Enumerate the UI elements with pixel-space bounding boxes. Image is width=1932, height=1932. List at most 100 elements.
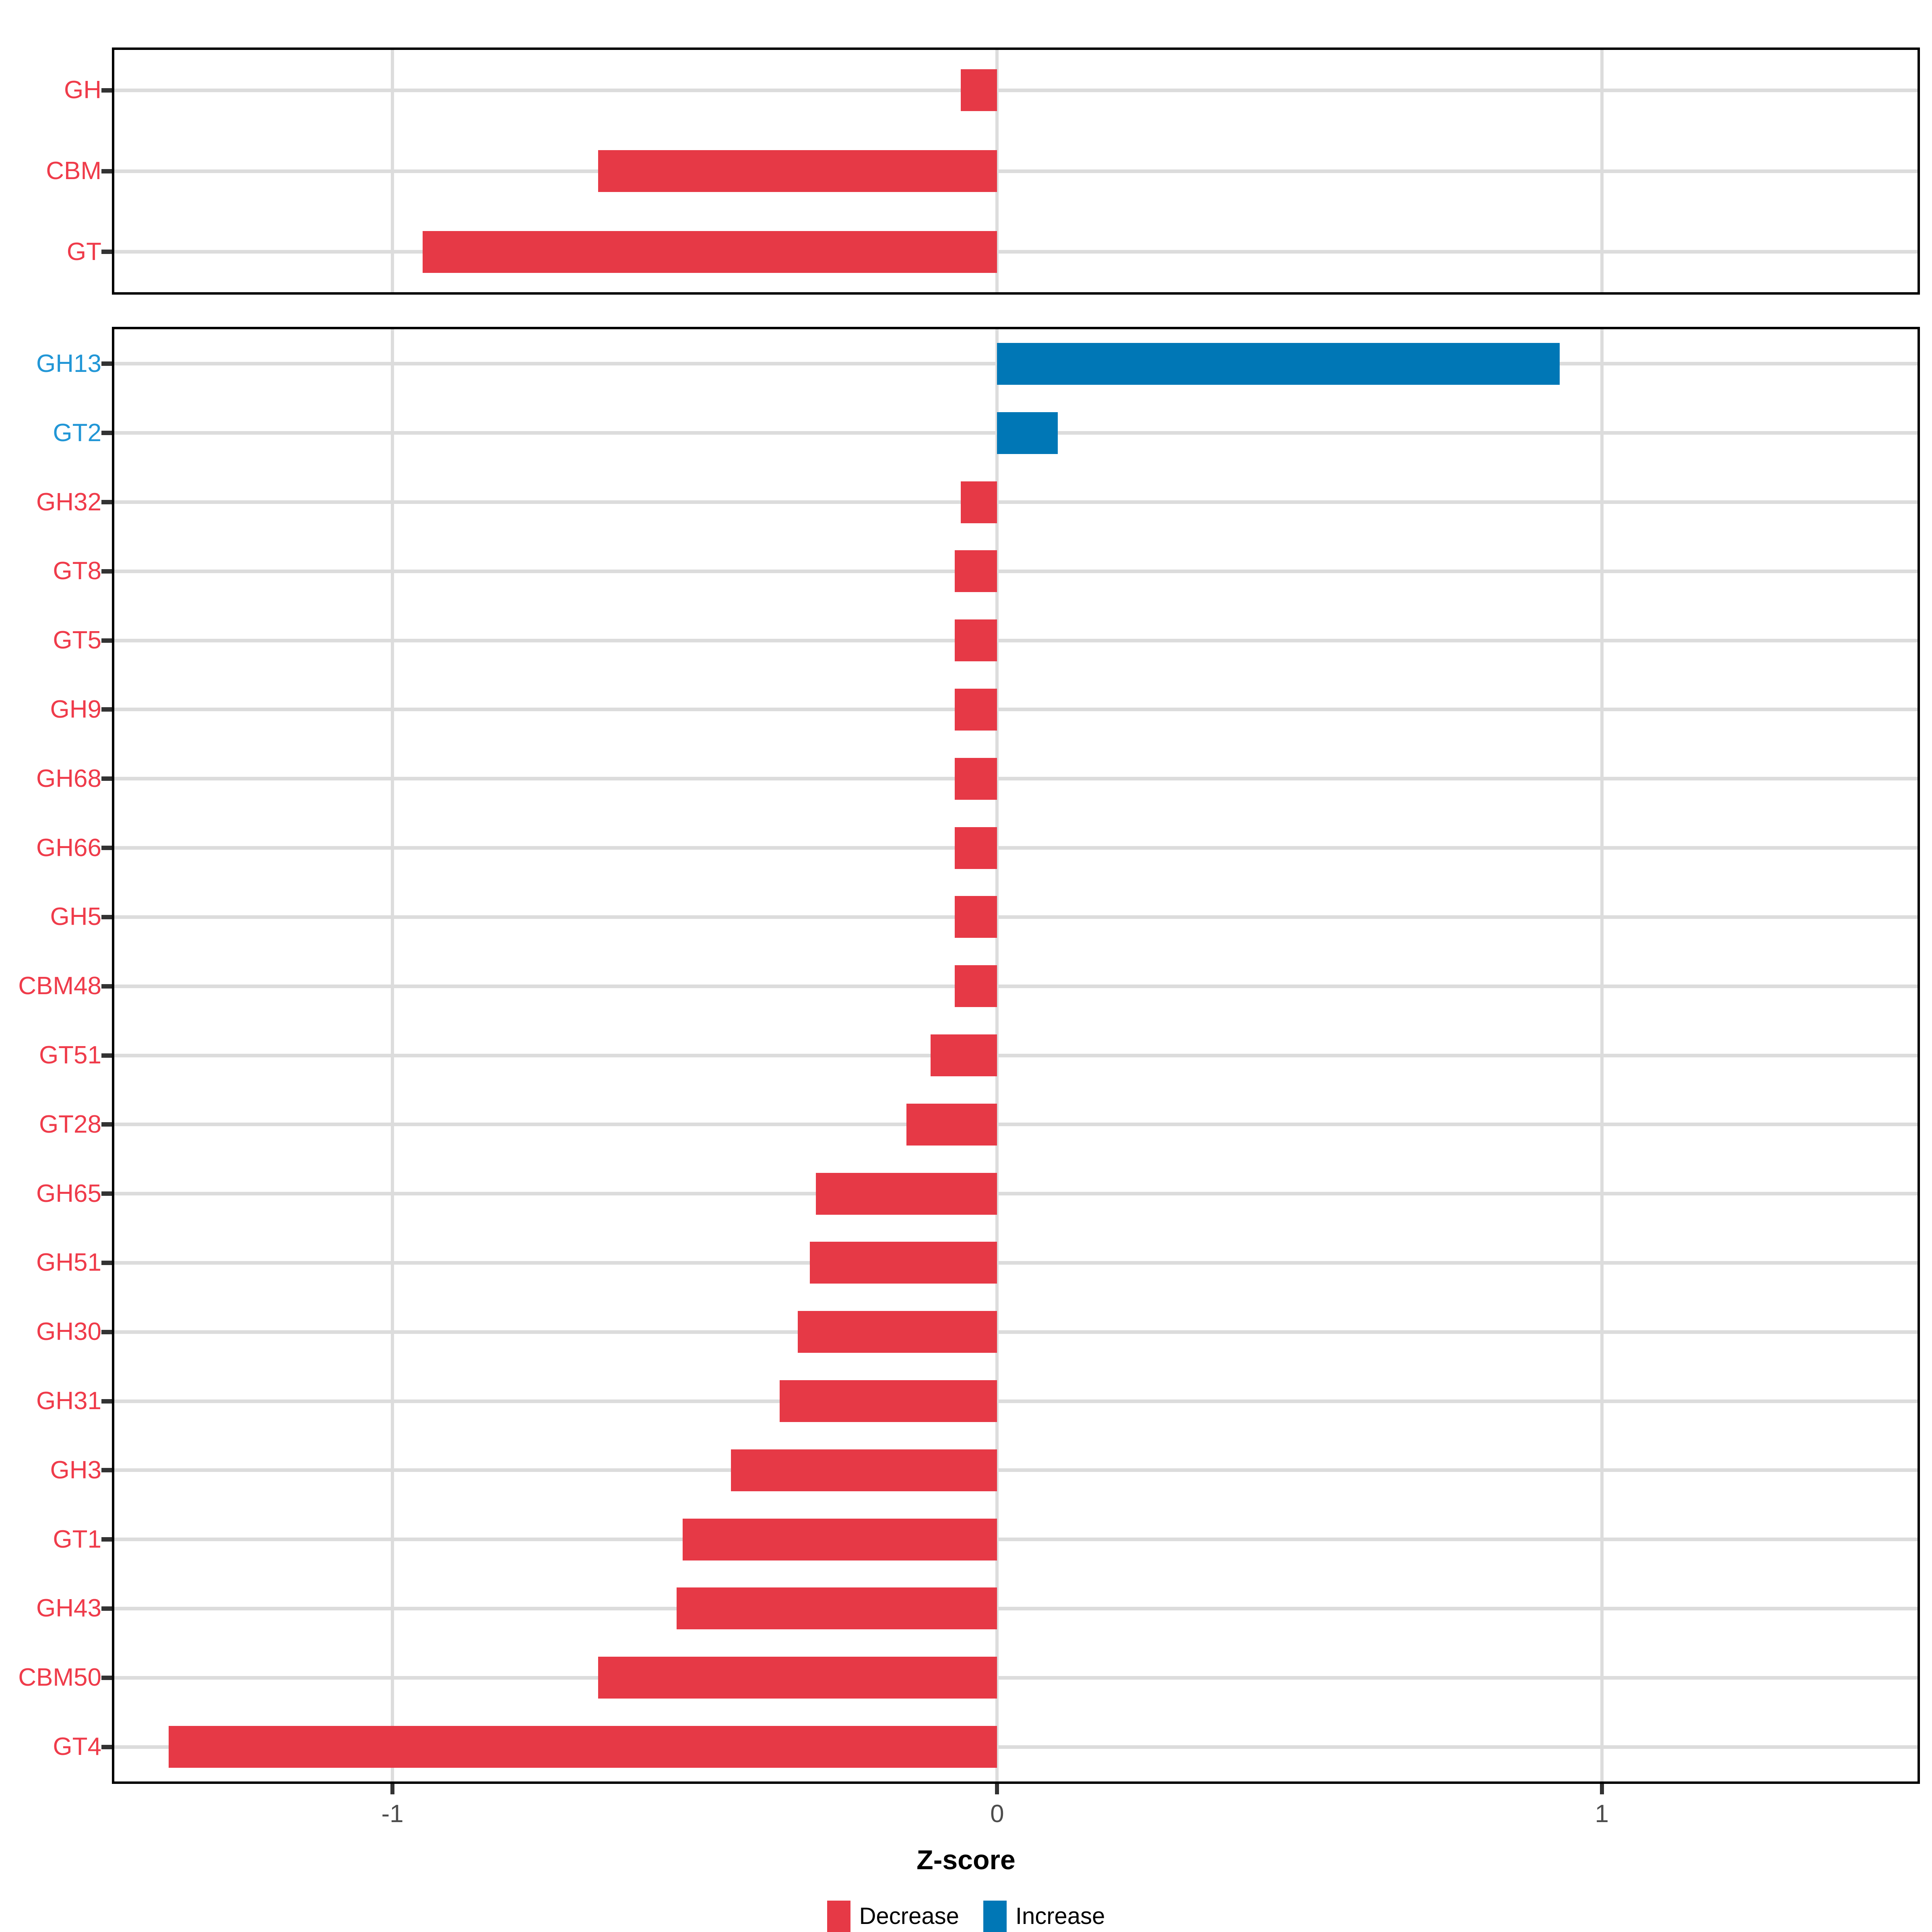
y-axis-label-CBM: CBM [46,157,101,185]
bar-GH43 [677,1587,997,1630]
y-axis-label-GH51: GH51 [36,1249,101,1277]
horizontal-gridline [114,1261,1918,1265]
bar-CBM [598,150,997,192]
horizontal-gridline [114,1538,1918,1542]
horizontal-gridline [114,915,1918,919]
y-tick-mark [101,361,112,366]
y-axis-label-GT4: GT4 [53,1733,101,1761]
legend: Decrease Increase [0,1901,1932,1932]
y-tick-mark [101,569,112,574]
bar-GH5 [955,896,997,938]
bar-GH66 [955,827,997,869]
y-tick-mark [101,1053,112,1058]
bar-GT8 [955,550,997,592]
horizontal-gridline [114,1330,1918,1334]
y-axis-label-GT51: GT51 [39,1041,101,1069]
x-tick-label: 0 [990,1800,1004,1828]
y-axis-label-GH: GH [64,76,101,104]
legend-item-increase[interactable]: Increase [983,1901,1105,1932]
horizontal-gridline [114,1468,1918,1472]
y-tick-mark [101,776,112,781]
y-axis-label-GT28: GT28 [39,1110,101,1138]
family-level-plot-area [114,329,1918,1781]
bar-GH [961,69,997,111]
y-tick-mark [101,431,112,436]
y-tick-mark [101,88,112,93]
y-axis-label-GT5: GT5 [53,626,101,654]
legend-label-increase: Increase [1015,1903,1105,1929]
y-axis-label-GH65: GH65 [36,1179,101,1208]
legend-swatch-increase [983,1901,1007,1932]
horizontal-gridline [114,88,1918,92]
horizontal-gridline [114,984,1918,988]
bar-GH3 [731,1449,997,1491]
horizontal-gridline [114,569,1918,573]
y-tick-mark [101,1260,112,1265]
legend-swatch-decrease [827,1901,850,1932]
y-tick-mark [101,1191,112,1196]
bar-GT5 [955,619,997,662]
horizontal-gridline [114,1676,1918,1680]
bar-GT1 [683,1518,997,1560]
horizontal-gridline [114,638,1918,642]
y-tick-mark [101,500,112,505]
bar-GH51 [809,1242,997,1284]
class-level-plot-area [114,50,1918,292]
bar-GT2 [997,412,1058,454]
bar-GT51 [931,1034,997,1076]
legend-item-decrease[interactable]: Decrease [827,1901,959,1932]
legend-label-decrease: Decrease [859,1903,959,1929]
horizontal-gridline [114,169,1918,173]
y-axis-label-CBM50: CBM50 [18,1664,101,1692]
family-level-panel [112,327,1920,1784]
x-axis-title: Z-score [916,1845,1016,1875]
horizontal-gridline [114,1123,1918,1127]
bar-GH32 [961,481,997,523]
x-tick-mark [995,1784,999,1794]
horizontal-gridline [114,708,1918,712]
y-axis-label-GH9: GH9 [50,695,101,723]
horizontal-gridline [114,1053,1918,1057]
x-tick-label: 1 [1595,1800,1609,1828]
horizontal-gridline [114,250,1918,254]
y-axis-label-GH30: GH30 [36,1318,101,1346]
bar-CBM48 [955,965,997,1007]
bar-GH13 [997,343,1560,385]
horizontal-gridline [114,1745,1918,1749]
bar-CBM50 [598,1657,997,1699]
y-axis-label-GH43: GH43 [36,1594,101,1622]
horizontal-gridline [114,1192,1918,1196]
x-tick-mark [390,1784,395,1794]
horizontal-gridline [114,777,1918,781]
horizontal-gridline [114,1606,1918,1610]
y-tick-mark [101,846,112,850]
y-tick-mark [101,1329,112,1334]
y-tick-mark [101,984,112,989]
horizontal-gridline [114,500,1918,504]
y-tick-mark [101,1122,112,1127]
y-axis-label-GT: GT [66,237,101,266]
y-axis-label-GH31: GH31 [36,1387,101,1415]
bar-GT4 [169,1726,997,1768]
class-level-panel [112,47,1920,295]
y-axis-label-GH13: GH13 [36,349,101,378]
y-axis-label-GT1: GT1 [53,1525,101,1553]
horizontal-gridline [114,1399,1918,1403]
y-axis-label-GT2: GT2 [53,419,101,447]
y-tick-mark [101,250,112,254]
bar-GH31 [779,1380,997,1422]
y-tick-mark [101,1468,112,1473]
horizontal-gridline [114,846,1918,850]
y-axis-label-GH32: GH32 [36,488,101,516]
x-tick-label: -1 [381,1800,404,1828]
bar-GT28 [906,1103,997,1146]
y-tick-mark [101,169,112,173]
y-tick-mark [101,1675,112,1680]
bar-GH9 [955,688,997,731]
y-axis-label-GH66: GH66 [36,834,101,862]
y-tick-mark [101,1606,112,1611]
y-tick-mark [101,1744,112,1749]
bar-GH68 [955,758,997,800]
y-tick-mark [101,638,112,643]
